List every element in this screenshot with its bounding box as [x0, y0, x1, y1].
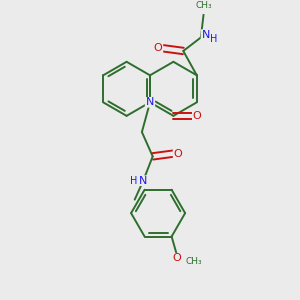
FancyBboxPatch shape — [172, 253, 182, 264]
FancyBboxPatch shape — [138, 176, 148, 186]
Text: H: H — [210, 34, 218, 44]
FancyBboxPatch shape — [145, 97, 155, 108]
Text: CH₃: CH₃ — [196, 1, 213, 10]
FancyBboxPatch shape — [201, 29, 211, 40]
FancyBboxPatch shape — [153, 43, 163, 54]
Text: H: H — [130, 176, 137, 186]
Text: CH₃: CH₃ — [186, 256, 202, 266]
FancyBboxPatch shape — [192, 110, 202, 121]
Text: N: N — [202, 30, 210, 40]
Text: O: O — [172, 253, 182, 263]
Text: N: N — [139, 176, 147, 186]
Text: O: O — [193, 111, 202, 121]
Text: N: N — [146, 97, 154, 107]
FancyBboxPatch shape — [173, 148, 183, 159]
Text: O: O — [154, 43, 162, 53]
Text: O: O — [174, 149, 182, 159]
